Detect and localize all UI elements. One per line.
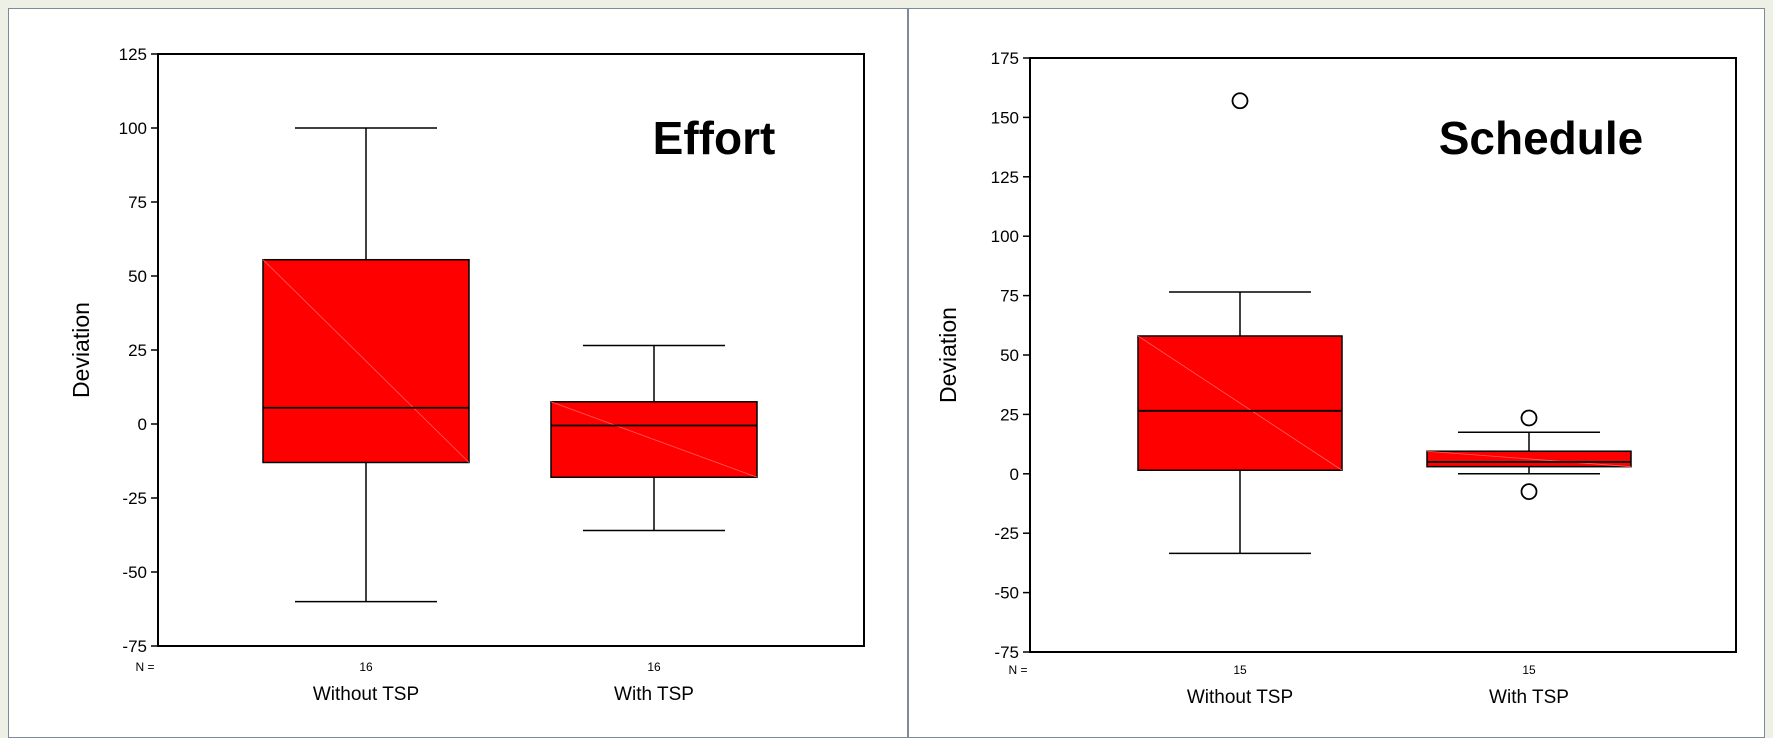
n-count: 16 [359, 660, 373, 674]
y-tick-label: 175 [991, 49, 1019, 68]
box-shading-line [1137, 335, 1343, 471]
n-label: N = [1008, 663, 1027, 677]
y-tick-label: 50 [128, 267, 147, 286]
outlier-point [1231, 92, 1249, 110]
panel-divider [907, 8, 909, 738]
n-count: 15 [1522, 663, 1536, 677]
y-tick-label: 100 [119, 119, 147, 138]
y-tick-label: 75 [128, 193, 147, 212]
outlier-point [1520, 409, 1538, 427]
box-shading-line [262, 259, 470, 463]
y-tick-label: 25 [1000, 405, 1019, 424]
y-tick-label: 25 [128, 341, 147, 360]
y-tick-label: -75 [122, 637, 147, 656]
y-tick-label: 75 [1000, 287, 1019, 306]
y-tick-label: 100 [991, 227, 1019, 246]
y-tick-label: 50 [1000, 346, 1019, 365]
category-label: With TSP [1489, 687, 1569, 708]
category-label: With TSP [614, 684, 694, 705]
y-axis-label: Deviation [935, 307, 961, 403]
y-tick-label: 0 [1010, 465, 1019, 484]
category-label: Without TSP [1187, 687, 1293, 708]
effort-boxplot: 125 100 75 50 25 0 -25 -50 -75 Deviation Effort N =… [68, 45, 865, 705]
chart-title: Effort [653, 112, 776, 164]
y-tick-label: -50 [122, 563, 147, 582]
y-tick-label: 125 [991, 168, 1019, 187]
y-tick-label: -75 [994, 643, 1019, 662]
box-shading-line [550, 401, 758, 478]
y-tick-label: -25 [994, 524, 1019, 543]
outlier-point [1520, 483, 1538, 501]
y-tick-label: 150 [991, 108, 1019, 127]
y-tick-label: -50 [994, 584, 1019, 603]
y-tick-label: 125 [119, 45, 147, 64]
y-tick-label: -25 [122, 489, 147, 508]
schedule-boxplot: 175 150 125 100 75 50 25 0 -25 -50 -75 Deviation Sch… [935, 49, 1737, 708]
n-count: 15 [1233, 663, 1247, 677]
y-tick-label: 0 [138, 415, 147, 434]
n-label: N = [135, 660, 154, 674]
category-label: Without TSP [313, 684, 419, 705]
y-axis-label: Deviation [68, 302, 94, 398]
box-shading-line [1426, 450, 1632, 468]
n-count: 16 [647, 660, 661, 674]
chart-title: Schedule [1439, 112, 1644, 164]
